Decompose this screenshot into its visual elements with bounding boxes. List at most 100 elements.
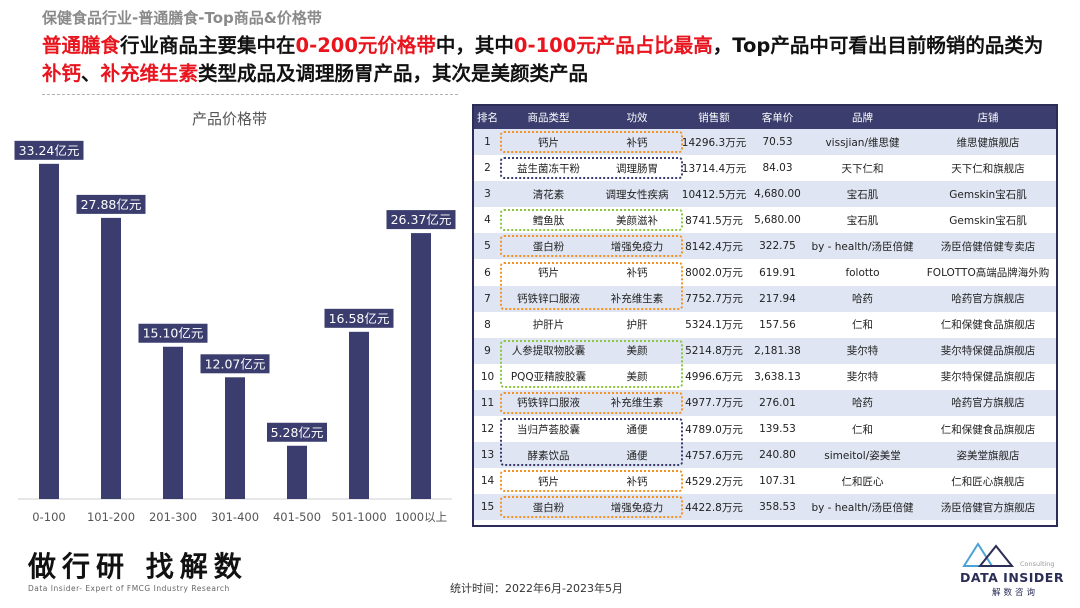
x-tick-label: 101-200 bbox=[87, 510, 135, 524]
slogan-logo: 做行研 找解数 bbox=[28, 550, 248, 583]
data-label: 12.07亿元 bbox=[205, 356, 266, 371]
table-cell: 217.94 bbox=[750, 285, 805, 312]
table-body: 1 钙片 补钙 14296.3万元 70.53 vissjian/维思健 维思健旗舰店 2 益生… bbox=[474, 129, 1056, 521]
table-cell: 2 bbox=[474, 155, 501, 182]
headline-highlight: 0-100元产品占比最高 bbox=[513, 34, 713, 57]
bar bbox=[349, 331, 369, 499]
headline-highlight: 补钙 bbox=[42, 62, 82, 85]
table-cell: 240.80 bbox=[750, 442, 805, 469]
x-tick-label: 301-400 bbox=[211, 510, 259, 524]
x-tick-label: 201-300 bbox=[149, 510, 197, 524]
table-row: 4 鳕鱼肽 美颜滋补 8741.5万元 5,680.00 宝石肌 Gemskin宝石肌 bbox=[474, 207, 1056, 234]
bar bbox=[163, 346, 183, 499]
table-cell: 钙铁锌口服液 bbox=[501, 389, 596, 417]
table-cell: by - health/汤臣倍健 bbox=[805, 494, 920, 521]
table-cell: 哈药官方旗舰店 bbox=[920, 285, 1056, 312]
table-cell: 4789.0万元 bbox=[678, 416, 750, 443]
x-tick-label: 401-500 bbox=[273, 510, 321, 524]
data-label: 27.88亿元 bbox=[81, 197, 142, 212]
table-cell: 1 bbox=[474, 129, 501, 156]
column-header: 商品类型 bbox=[501, 106, 596, 129]
table-cell: 蛋白粉 bbox=[501, 233, 596, 260]
table-cell: 14296.3万元 bbox=[678, 129, 750, 156]
data-insider-logo-icon bbox=[962, 542, 1015, 567]
table-cell: simeitol/姿美堂 bbox=[805, 442, 920, 469]
brand-name: DATA INSIDER bbox=[960, 570, 1064, 585]
data-label-box bbox=[76, 194, 146, 214]
table-row: 8 护肝片 护肝 5324.1万元 157.56 仁和 仁和保健食品旗舰店 bbox=[474, 311, 1056, 338]
table-cell: 调理女性疾病 bbox=[596, 181, 678, 208]
table-cell: 斐尔特保健品旗舰店 bbox=[920, 363, 1056, 390]
slogan-subtext: Data Insider- Expert of FMCG Industry Re… bbox=[28, 584, 230, 593]
table-row: 2 益生菌冻干粉 调理肠胃 13714.4万元 84.03 天下仁和 天下仁和旗舰店 bbox=[474, 155, 1056, 182]
table-cell: 汤臣倍健倍健专卖店 bbox=[920, 233, 1056, 260]
table-cell: 5324.1万元 bbox=[678, 311, 750, 338]
table-row: 1 钙片 补钙 14296.3万元 70.53 vissjian/维思健 维思健旗舰店 bbox=[474, 129, 1056, 156]
table-row: 11 钙铁锌口服液 补充维生素 4977.7万元 276.01 哈药 哈药官方旗舰店 bbox=[474, 389, 1056, 417]
table-cell: PQQ亚精胺胶囊 bbox=[501, 363, 596, 390]
table-cell: 15 bbox=[474, 494, 501, 521]
table-cell: 619.91 bbox=[750, 259, 805, 286]
table-row: 15 蛋白粉 增强免疫力 4422.8万元 358.53 by - health/汤臣倍健… bbox=[474, 494, 1056, 521]
table-cell: 美颜 bbox=[596, 337, 678, 364]
table-cell: 益生菌冻干粉 bbox=[501, 155, 596, 182]
table-cell: 人参提取物胶囊 bbox=[501, 337, 596, 364]
table-cell: 通便 bbox=[596, 416, 678, 443]
table-cell: folotto bbox=[805, 259, 920, 286]
table-cell: 8 bbox=[474, 311, 501, 338]
table-cell: 139.53 bbox=[750, 416, 805, 443]
headline-text: 行业商品主要集中在 bbox=[120, 34, 296, 57]
table-cell: 10412.5万元 bbox=[678, 181, 750, 208]
brand-consulting-label: Consulting bbox=[1020, 560, 1055, 568]
table-cell: 斐尔特 bbox=[805, 363, 920, 390]
table-cell: 4977.7万元 bbox=[678, 389, 750, 417]
column-header: 功效 bbox=[596, 106, 678, 129]
table-cell: 6 bbox=[474, 259, 501, 286]
chart-title: 产品价格带 bbox=[192, 110, 268, 128]
table-cell: 4,680.00 bbox=[750, 181, 805, 208]
table-cell: 钙片 bbox=[501, 468, 596, 495]
table-cell: 钙片 bbox=[501, 129, 596, 156]
stat-period-note: 统计时间：2022年6月-2023年5月 bbox=[450, 582, 623, 595]
table-cell: 钙铁锌口服液 bbox=[501, 285, 596, 312]
data-label: 33.24亿元 bbox=[19, 143, 80, 158]
column-header: 销售额 bbox=[678, 106, 750, 129]
table-cell: 宝石肌 bbox=[805, 207, 920, 234]
data-label-box bbox=[138, 323, 208, 343]
table-cell: 13 bbox=[474, 442, 501, 469]
table-cell: 157.56 bbox=[750, 311, 805, 338]
data-label: 5.28亿元 bbox=[271, 425, 324, 440]
data-label-box bbox=[386, 210, 456, 230]
table-cell: 宝石肌 bbox=[805, 181, 920, 208]
table-row: 3 清花素 调理女性疾病 10412.5万元 4,680.00 宝石肌 Gemskin宝石肌 bbox=[474, 181, 1056, 208]
table-row: 9 人参提取物胶囊 美颜 5214.8万元 2,181.38 斐尔特 斐尔特保健品旗舰店 bbox=[474, 337, 1056, 364]
bar bbox=[287, 445, 307, 499]
table-cell: 70.53 bbox=[750, 129, 805, 156]
data-label-box bbox=[324, 308, 394, 328]
table-cell: 8002.0万元 bbox=[678, 259, 750, 286]
table-cell: 仁和匠心 bbox=[805, 468, 920, 495]
table-cell: 3,638.13 bbox=[750, 363, 805, 390]
table-cell: 仁和 bbox=[805, 311, 920, 338]
table-cell: 4 bbox=[474, 207, 501, 234]
table-cell: 补充维生素 bbox=[596, 285, 678, 312]
headline-text: 中，其中 bbox=[435, 34, 514, 57]
headline-highlight: 0-200元价格带 bbox=[295, 34, 436, 57]
table-cell: 通便 bbox=[596, 442, 678, 469]
table-cell: vissjian/维思健 bbox=[805, 129, 920, 156]
table-cell: 补充维生素 bbox=[596, 389, 678, 417]
table-cell: 仁和保健食品旗舰店 bbox=[920, 311, 1056, 338]
table-cell: 补钙 bbox=[596, 259, 678, 286]
headline-text: ，Top产品中可看出目前畅销的品类为 bbox=[712, 34, 1044, 57]
column-header: 店铺 bbox=[920, 106, 1056, 129]
table-cell: 天下仁和 bbox=[805, 155, 920, 182]
headline-highlight: 普通膳食 bbox=[42, 34, 121, 57]
table-row: 14 钙片 补钙 4529.2万元 107.31 仁和匠心 仁和匠心旗舰店 bbox=[474, 468, 1056, 495]
table-cell: 护肝 bbox=[596, 311, 678, 338]
table-cell: 天下仁和旗舰店 bbox=[920, 155, 1056, 182]
table-cell: 哈药官方旗舰店 bbox=[920, 389, 1056, 417]
table-cell: 9 bbox=[474, 337, 501, 364]
table-cell: 护肝片 bbox=[501, 311, 596, 338]
price-band-bar-chart: 33.24亿元 0-100 27.88亿元 101-200 15.10亿元 201-300… bbox=[14, 140, 456, 524]
bar bbox=[101, 217, 121, 500]
